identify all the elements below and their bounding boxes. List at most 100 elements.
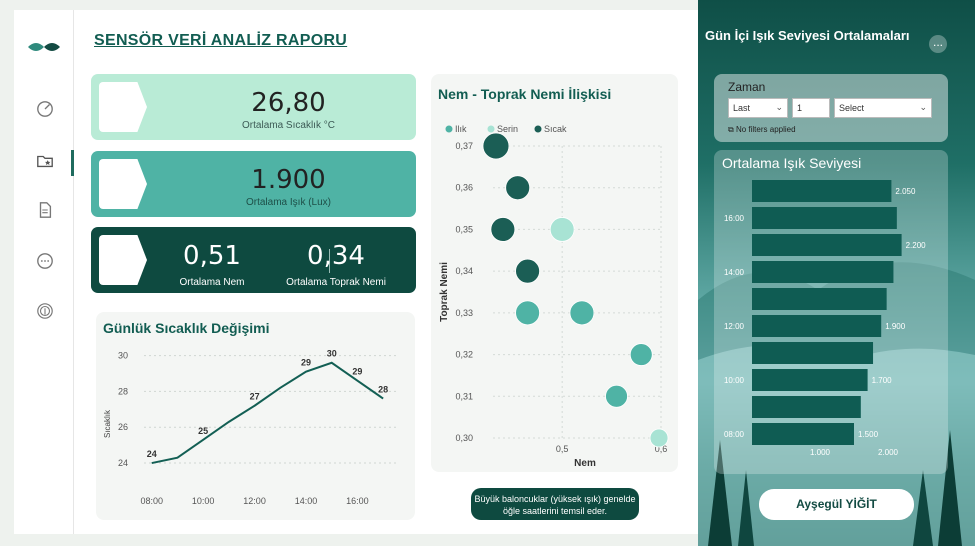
y-tick-label: 10:00 bbox=[724, 376, 745, 385]
legend-marker bbox=[445, 125, 453, 133]
scatter-point bbox=[515, 258, 540, 284]
data-label: 24 bbox=[147, 449, 157, 459]
x-tick-label: 10:00 bbox=[192, 496, 215, 506]
bar bbox=[752, 342, 874, 364]
insight-note: Büyük baloncuklar (yüksek ışık) genelde … bbox=[471, 488, 639, 520]
y-tick-label: 0,36 bbox=[455, 183, 473, 193]
more-options-button[interactable]: ... bbox=[929, 35, 947, 53]
filter-unit-value: Select bbox=[839, 103, 865, 113]
kpi-tag-shape bbox=[99, 82, 147, 132]
y-tick-label: 08:00 bbox=[724, 430, 745, 439]
y-tick-label: 30 bbox=[118, 351, 128, 361]
data-label: 30 bbox=[327, 349, 337, 359]
data-label: 29 bbox=[301, 358, 311, 368]
y-tick-label: 24 bbox=[118, 458, 128, 468]
kpi-humidity: 0,51 Ortalama Nem bbox=[157, 241, 267, 288]
scatter-point bbox=[515, 300, 540, 326]
right-panel-title: Gün İçi Işık Seviyesi Ortalamaları bbox=[705, 28, 910, 43]
bar-chart-card[interactable]: Ortalama Işık Seviyesi 2.050 16:00 2.200 14… bbox=[714, 150, 948, 474]
y-axis-label: Toprak Nemi bbox=[439, 262, 450, 322]
filter-count-input[interactable]: 1 bbox=[792, 98, 830, 118]
y-tick-label: 26 bbox=[118, 422, 128, 432]
kpi-card-light[interactable]: 1.900 Ortalama Işık (Lux) bbox=[91, 151, 416, 217]
kpi-label: Ortalama Sıcaklık °C bbox=[242, 120, 335, 131]
legend-label: Ilık bbox=[455, 124, 467, 134]
kpi-divider bbox=[329, 249, 330, 273]
data-label: 1.500 bbox=[858, 430, 879, 439]
bar bbox=[752, 234, 902, 256]
filter-mode-select[interactable]: Last ⌄ bbox=[728, 98, 788, 118]
scatter-point bbox=[490, 217, 516, 242]
fingerprint-icon[interactable] bbox=[34, 300, 56, 322]
legend-marker bbox=[534, 125, 542, 133]
kpi-soil: 0,34 Ortalama Toprak Nemi bbox=[266, 241, 406, 288]
filter-unit-select[interactable]: Select ⌄ bbox=[834, 98, 932, 118]
x-tick-label: 0,6 bbox=[655, 444, 668, 454]
y-tick-label: 0,35 bbox=[455, 224, 473, 234]
x-tick-label: 14:00 bbox=[295, 496, 318, 506]
y-tick-label: 28 bbox=[118, 386, 128, 396]
y-tick-label: 0,37 bbox=[455, 141, 473, 151]
document-icon[interactable] bbox=[34, 199, 56, 221]
data-label: 2.050 bbox=[895, 187, 916, 196]
x-tick-label: 12:00 bbox=[243, 496, 266, 506]
scatter-point bbox=[482, 132, 510, 160]
line-chart-card[interactable]: Günlük Sıcaklık Değişimi 24 26 28 30 08:00 10… bbox=[96, 312, 415, 520]
x-tick-label: 2.000 bbox=[878, 448, 899, 457]
folder-star-icon[interactable] bbox=[34, 150, 56, 172]
kpi-label: Ortalama Işık (Lux) bbox=[245, 197, 332, 208]
kpi-label: Ortalama Toprak Nemi bbox=[286, 277, 386, 288]
bar bbox=[752, 369, 868, 391]
scatter-chart: Ilık Serin Sıcak 0,30 0,31 0,32 0,33 0,34 0,35 0,… bbox=[439, 124, 669, 469]
kpi-tag-shape bbox=[99, 159, 147, 209]
x-tick-label: 1.000 bbox=[810, 448, 831, 457]
user-button[interactable]: Ayşegül YİĞİT bbox=[759, 489, 914, 520]
kpi-value: 0,34 bbox=[307, 241, 365, 271]
legend-marker bbox=[487, 125, 495, 133]
bar bbox=[752, 261, 894, 283]
kpi-card-temperature[interactable]: 26,80 Ortalama Sıcaklık °C bbox=[91, 74, 416, 140]
scatter-chart-card[interactable]: Nem - Toprak Nemi İlişkisi Ilık Serin Sıca… bbox=[431, 74, 678, 472]
legend-label: Sıcak bbox=[544, 124, 567, 134]
filter-status-icon: ⧉ bbox=[728, 125, 734, 134]
x-tick-label: 16:00 bbox=[346, 496, 369, 506]
bar bbox=[752, 288, 887, 310]
scatter-point bbox=[649, 428, 669, 448]
filter-status-text: No filters applied bbox=[735, 125, 796, 134]
scatter-point bbox=[569, 300, 595, 326]
data-label: 1.900 bbox=[885, 322, 906, 331]
y-tick-label: 0,32 bbox=[455, 350, 473, 360]
line-chart-title: Günlük Sıcaklık Değişimi bbox=[103, 320, 270, 336]
data-label: 28 bbox=[378, 385, 388, 395]
bar bbox=[752, 396, 861, 418]
data-label: 29 bbox=[352, 367, 362, 377]
kpi-value: 1.900 bbox=[251, 165, 326, 195]
data-label: 2.200 bbox=[906, 241, 927, 250]
filter-label: Zaman bbox=[728, 80, 766, 94]
bar-chart-title: Ortalama Işık Seviyesi bbox=[722, 155, 862, 171]
kpi-label: Ortalama Nem bbox=[179, 277, 245, 288]
time-filter-card: Zaman Last ⌄ 1 Select ⌄ ⧉ No filters app… bbox=[714, 74, 948, 142]
scatter-point bbox=[505, 175, 531, 201]
x-tick-label: 08:00 bbox=[140, 496, 163, 506]
y-tick-label: 16:00 bbox=[724, 214, 745, 223]
chart-icon[interactable] bbox=[34, 98, 56, 120]
chevron-down-icon: ⌄ bbox=[775, 102, 783, 112]
y-tick-label: 14:00 bbox=[724, 268, 745, 277]
y-axis-label: Sıcaklık bbox=[103, 409, 112, 438]
chat-icon[interactable] bbox=[34, 250, 56, 272]
x-axis-label: Nem bbox=[574, 458, 596, 469]
data-label: 27 bbox=[250, 392, 260, 402]
x-tick-label: 0,5 bbox=[556, 444, 569, 454]
filter-count-value: 1 bbox=[797, 103, 803, 113]
y-tick-label: 0,30 bbox=[455, 433, 473, 443]
kpi-value: 26,80 bbox=[251, 88, 326, 118]
legend-label: Serin bbox=[497, 124, 518, 134]
nav-active-indicator bbox=[71, 150, 74, 176]
filter-status: ⧉ No filters applied bbox=[728, 125, 796, 135]
left-nav bbox=[14, 10, 74, 534]
y-tick-label: 0,34 bbox=[455, 266, 473, 276]
scatter-point bbox=[605, 384, 628, 408]
scatter-point bbox=[549, 217, 575, 242]
kpi-card-humidity-soil[interactable]: 0,51 Ortalama Nem 0,34 Ortalama Toprak N… bbox=[91, 227, 416, 293]
